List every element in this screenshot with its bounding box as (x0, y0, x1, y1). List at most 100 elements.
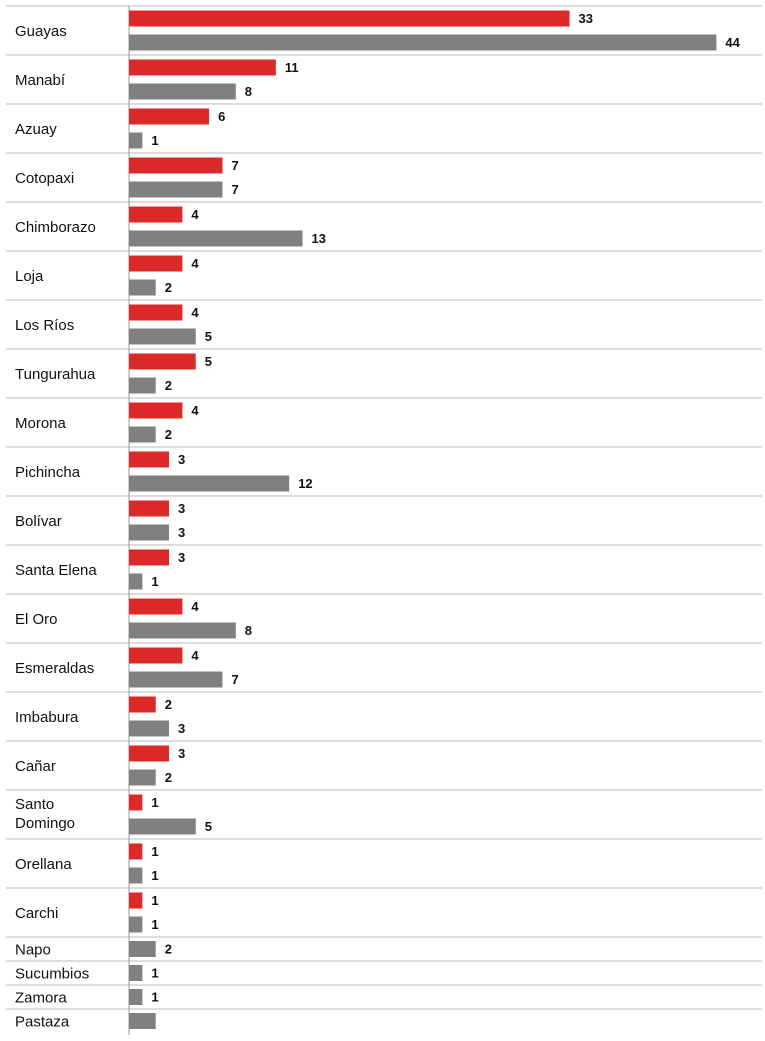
bar-series1-cotopaxi (129, 157, 223, 174)
bar-series1-chimborazo (129, 206, 183, 223)
bar-series2-zamora (129, 989, 143, 1005)
bar-series2-esmeraldas (129, 671, 223, 688)
category-label-santa-elena: Santa Elena (15, 562, 97, 579)
value-label-series1-santo-domingo: 1 (151, 795, 158, 810)
bar-series2-carchi (129, 916, 143, 933)
value-label-series2-guayas: 44 (725, 35, 740, 50)
value-label-series1-los-rios: 4 (191, 305, 199, 320)
category-label-guayas: Guayas (15, 23, 67, 40)
value-label-series1-imbabura: 2 (165, 697, 172, 712)
bar-series1-los-rios (129, 304, 183, 321)
bar-series2-canar (129, 769, 156, 786)
category-label-loja: Loja (15, 268, 44, 285)
bar-series1-el-oro (129, 598, 183, 615)
bar-series2-napo (129, 941, 156, 957)
category-label-sucumbios: Sucumbios (15, 966, 89, 983)
bar-series2-imbabura (129, 720, 170, 737)
value-label-series1-chimborazo: 4 (191, 207, 199, 222)
value-label-series1-orellana: 1 (151, 844, 158, 859)
value-label-series2-los-rios: 5 (205, 329, 212, 344)
bar-series1-morona (129, 402, 183, 419)
bar-series1-azuay (129, 108, 210, 125)
category-label-bolivar: Bolívar (15, 513, 62, 530)
value-label-series2-el-oro: 8 (245, 623, 252, 638)
bar-series1-manabi (129, 59, 276, 76)
value-label-series2-morona: 2 (165, 427, 172, 442)
value-label-series1-esmeraldas: 4 (191, 648, 199, 663)
value-label-series2-esmeraldas: 7 (231, 672, 238, 687)
bar-series1-esmeraldas (129, 647, 183, 664)
value-label-series1-cotopaxi: 7 (231, 158, 238, 173)
bar-series1-imbabura (129, 696, 156, 713)
category-label-pichincha: Pichincha (15, 464, 81, 481)
bar-series1-orellana (129, 843, 143, 860)
bar-series1-guayas (129, 10, 570, 27)
bar-series2-sucumbios (129, 965, 143, 981)
category-label-morona: Morona (15, 415, 67, 432)
value-label-series2-chimborazo: 13 (312, 231, 326, 246)
value-label-series1-bolivar: 3 (178, 501, 185, 516)
value-label-series1-azuay: 6 (218, 109, 225, 124)
bar-series2-el-oro (129, 622, 236, 639)
bar-series2-guayas (129, 34, 717, 51)
category-label-azuay: Azuay (15, 121, 57, 138)
category-label-esmeraldas: Esmeraldas (15, 660, 94, 677)
bar-series1-santa-elena (129, 549, 170, 566)
value-label-series1-pichincha: 3 (178, 452, 185, 467)
bar-series2-pastaza (129, 1013, 156, 1029)
value-label-series2-canar: 2 (165, 770, 172, 785)
value-label-series2-sucumbios: 1 (151, 966, 158, 981)
category-label-santo-domingo: Santo Domingo (15, 796, 75, 832)
category-label-canar: Cañar (15, 758, 56, 775)
value-label-series2-carchi: 1 (151, 917, 158, 932)
value-label-series2-tungurahua: 2 (165, 378, 172, 393)
value-label-series2-santo-domingo: 5 (205, 819, 212, 834)
value-label-series2-azuay: 1 (151, 133, 158, 148)
bar-series1-canar (129, 745, 170, 762)
bar-series2-azuay (129, 132, 143, 149)
value-label-series1-loja: 4 (191, 256, 199, 271)
category-label-cotopaxi: Cotopaxi (15, 170, 74, 187)
bar-series2-santa-elena (129, 573, 143, 590)
category-label-napo: Napo (15, 942, 51, 959)
bar-series2-santo-domingo (129, 818, 196, 835)
category-label-tungurahua: Tungurahua (15, 366, 96, 383)
bar-series1-santo-domingo (129, 794, 143, 811)
value-label-series2-cotopaxi: 7 (231, 182, 238, 197)
value-label-series2-santa-elena: 1 (151, 574, 158, 589)
bar-series2-orellana (129, 867, 143, 884)
category-label-orellana: Orellana (15, 856, 72, 873)
category-label-zamora: Zamora (15, 990, 67, 1007)
bar-series2-los-rios (129, 328, 196, 345)
bar-series2-pichincha (129, 475, 290, 492)
value-label-series2-bolivar: 3 (178, 525, 185, 540)
bar-series2-manabi (129, 83, 236, 100)
category-label-imbabura: Imbabura (15, 709, 79, 726)
value-label-series2-imbabura: 3 (178, 721, 185, 736)
value-label-series2-zamora: 1 (151, 990, 158, 1005)
bar-series1-carchi (129, 892, 143, 909)
value-label-series2-pichincha: 12 (298, 476, 312, 491)
category-label-chimborazo: Chimborazo (15, 219, 96, 236)
value-label-series2-orellana: 1 (151, 868, 158, 883)
value-label-series1-morona: 4 (191, 403, 199, 418)
bar-series1-tungurahua (129, 353, 196, 370)
category-label-carchi: Carchi (15, 905, 58, 922)
bar-series2-bolivar (129, 524, 170, 541)
category-label-pastaza: Pastaza (15, 1014, 70, 1031)
category-label-manabi: Manabí (15, 72, 66, 89)
value-label-series2-napo: 2 (165, 942, 172, 957)
value-label-series1-el-oro: 4 (191, 599, 199, 614)
value-label-series1-santa-elena: 3 (178, 550, 185, 565)
bar-series2-cotopaxi (129, 181, 223, 198)
bar-series2-chimborazo (129, 230, 303, 247)
value-label-series1-manabi: 11 (285, 60, 299, 75)
category-label-el-oro: El Oro (15, 611, 58, 628)
bar-series2-loja (129, 279, 156, 296)
value-label-series1-tungurahua: 5 (205, 354, 212, 369)
bar-series1-bolivar (129, 500, 170, 517)
value-label-series1-guayas: 33 (579, 11, 593, 26)
value-label-series1-carchi: 1 (151, 893, 158, 908)
value-label-series2-loja: 2 (165, 280, 172, 295)
